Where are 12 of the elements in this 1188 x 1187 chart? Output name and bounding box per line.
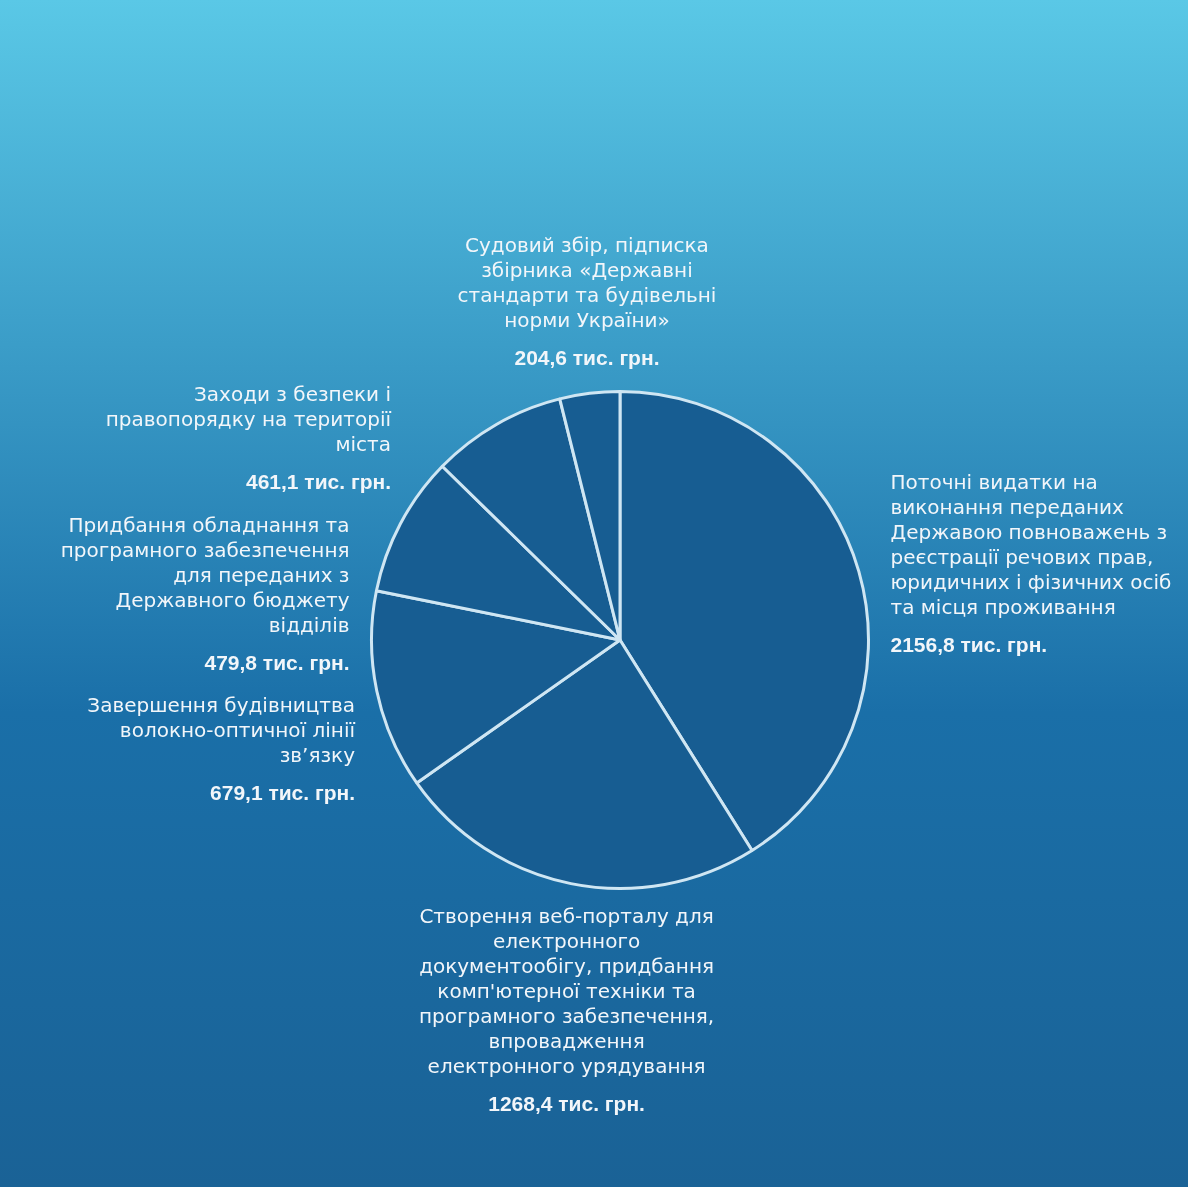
data-label: 479,8 тис. грн. xyxy=(204,650,350,674)
slice-label: Створення веб-порталу для електронного документообігу, придбання комп'ютерної техніки та програмного забезпечення, впровадження електронного урядування xyxy=(418,903,715,1078)
slice-label: Придбання обладнання та програмного забезпечення для переданих з Державного бюджету відділів xyxy=(60,512,350,637)
data-label: 2156,8 тис. грн. xyxy=(890,633,1048,657)
slice-label: Завершення будівництва волокно-оптичної лінії зв’язку xyxy=(87,693,356,768)
slice-label: Поточні видатки на виконання переданих Державою повноважень з реєстрації речових прав, юридичних і фізичних осіб та місця проживання xyxy=(890,470,1172,620)
data-label: 1268,4 тис. грн. xyxy=(488,1091,645,1115)
data-label: 679,1 тис. грн. xyxy=(210,781,356,805)
slice-label: Судовий збір, підписка збірника «Державні стандарти та будівельні норми України» xyxy=(457,232,717,332)
data-label: 461,1 тис. грн. xyxy=(245,470,391,494)
data-label: 204,6 тис. грн. xyxy=(514,345,660,369)
slice-label: Заходи з безпеки і правопорядку на території міста xyxy=(105,382,392,457)
